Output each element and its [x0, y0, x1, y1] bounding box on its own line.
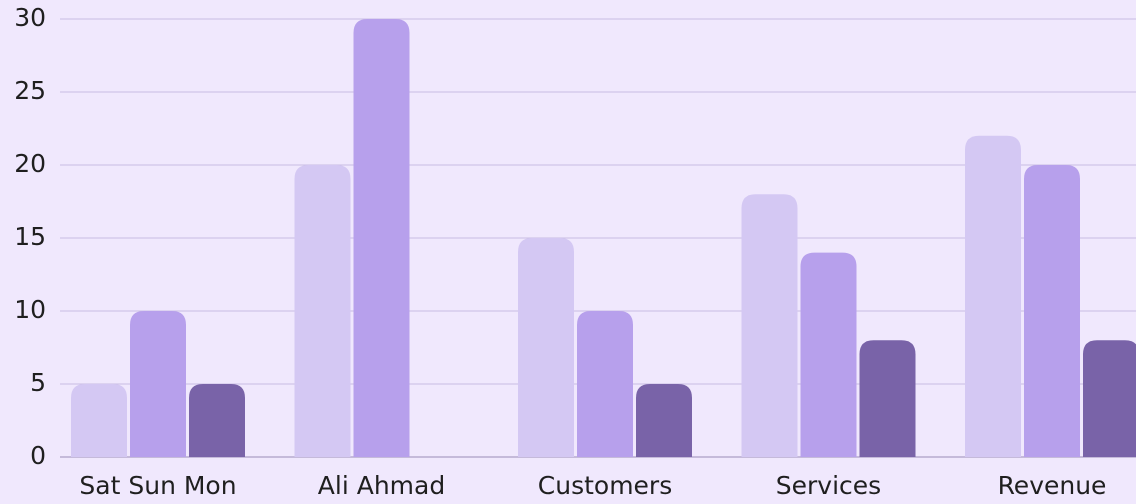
- y-tick-label: 20: [14, 149, 46, 178]
- bar: [741, 194, 798, 457]
- bar: [965, 135, 1021, 458]
- y-tick-label: 10: [14, 295, 46, 324]
- bar: [353, 19, 410, 457]
- bar: [130, 311, 186, 457]
- x-tick-label: Services: [776, 471, 881, 500]
- bar: [294, 165, 351, 457]
- x-tick-label: Customers: [538, 471, 672, 500]
- bar: [636, 384, 692, 457]
- y-tick-label: 30: [14, 3, 46, 32]
- bar: [1083, 340, 1136, 457]
- x-tick-label: Ali Ahmad: [318, 471, 445, 500]
- y-tick-label: 5: [30, 368, 46, 397]
- y-tick-label: 15: [14, 222, 46, 251]
- bar: [518, 238, 574, 457]
- x-tick-label: Revenue: [998, 471, 1107, 500]
- y-tick-label: 25: [14, 76, 46, 105]
- x-tick-label: Sat Sun Mon: [79, 471, 236, 500]
- bar: [859, 340, 916, 457]
- bar: [577, 311, 633, 457]
- y-tick-label: 0: [30, 441, 46, 470]
- bar: [189, 384, 245, 457]
- bar: [800, 252, 857, 457]
- bar: [1024, 165, 1080, 457]
- bar: [71, 384, 127, 457]
